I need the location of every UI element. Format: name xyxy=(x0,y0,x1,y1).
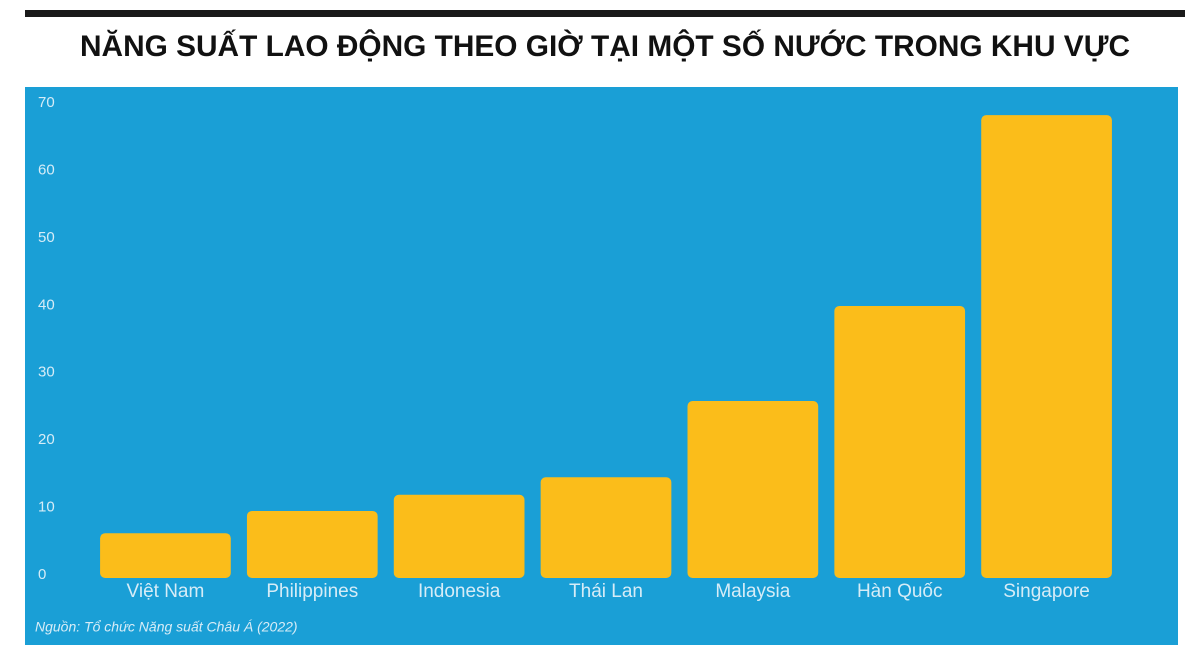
bar xyxy=(540,477,672,578)
top-rule xyxy=(25,10,1185,17)
y-tick-label: 60 xyxy=(38,161,55,178)
bar xyxy=(981,115,1112,578)
x-tick-label: Malaysia xyxy=(715,581,790,602)
x-tick-label: Việt Nam xyxy=(127,581,205,602)
chart-title: NĂNG SUẤT LAO ĐỘNG THEO GIỜ TẠI MỘT SỐ N… xyxy=(80,29,1130,63)
x-tick-label: Singapore xyxy=(1003,581,1090,602)
y-tick-label: 40 xyxy=(38,296,55,313)
y-tick-label: 0 xyxy=(38,566,46,583)
bar xyxy=(393,494,525,578)
y-tick-label: 30 xyxy=(38,364,55,381)
x-tick-label: Indonesia xyxy=(418,581,501,602)
x-tick-label: Thái Lan xyxy=(569,581,643,602)
y-tick-label: 10 xyxy=(38,499,55,516)
source-note: Nguồn: Tổ chức Năng suất Châu Á (2022) xyxy=(35,619,298,635)
bar xyxy=(246,510,378,578)
bar xyxy=(834,305,966,578)
y-tick-label: 20 xyxy=(38,431,55,448)
y-tick-label: 50 xyxy=(38,229,55,246)
x-tick-label: Hàn Quốc xyxy=(857,581,943,602)
y-tick-label: 70 xyxy=(38,94,55,111)
x-tick-label: Philippines xyxy=(266,581,358,602)
bar xyxy=(687,401,819,578)
bar xyxy=(100,533,231,578)
